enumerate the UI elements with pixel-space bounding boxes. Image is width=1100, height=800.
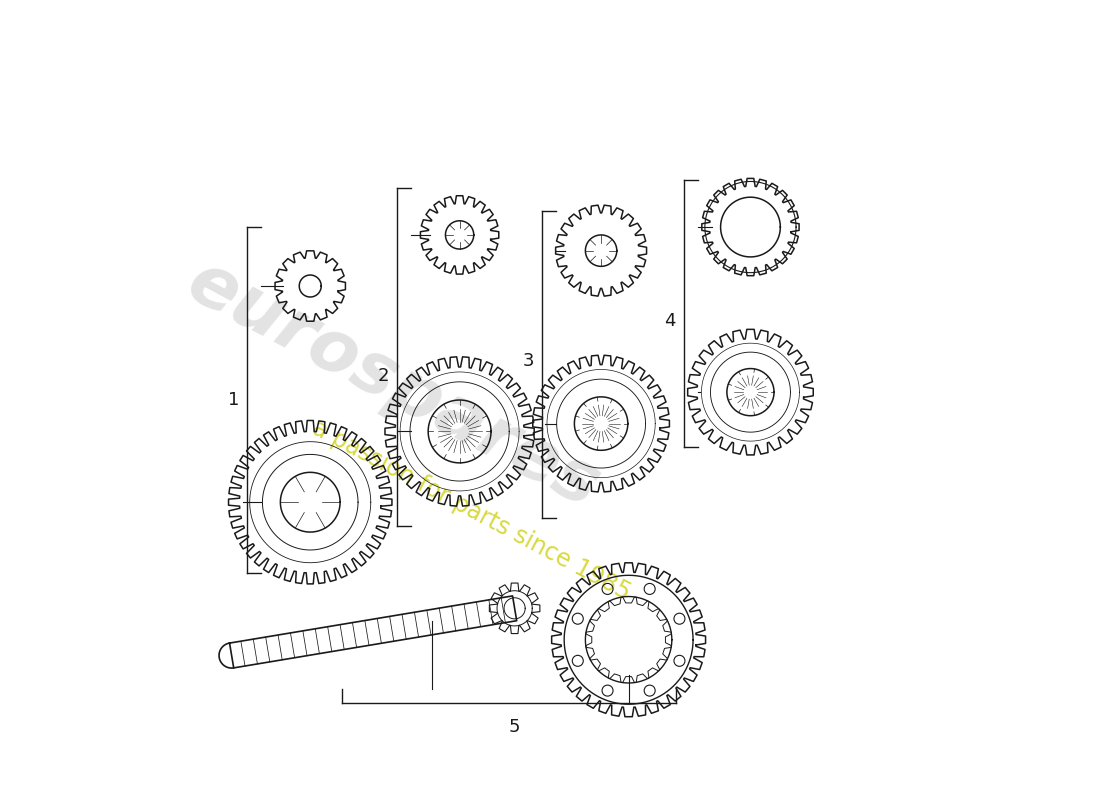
Text: 2: 2 [377, 367, 388, 386]
Text: 4: 4 [664, 312, 675, 330]
Text: eurospares: eurospares [175, 246, 610, 522]
Text: a passion for parts since 1985: a passion for parts since 1985 [308, 416, 635, 605]
Text: 3: 3 [522, 352, 535, 370]
Text: 1: 1 [228, 391, 240, 409]
Text: 5: 5 [509, 718, 520, 736]
